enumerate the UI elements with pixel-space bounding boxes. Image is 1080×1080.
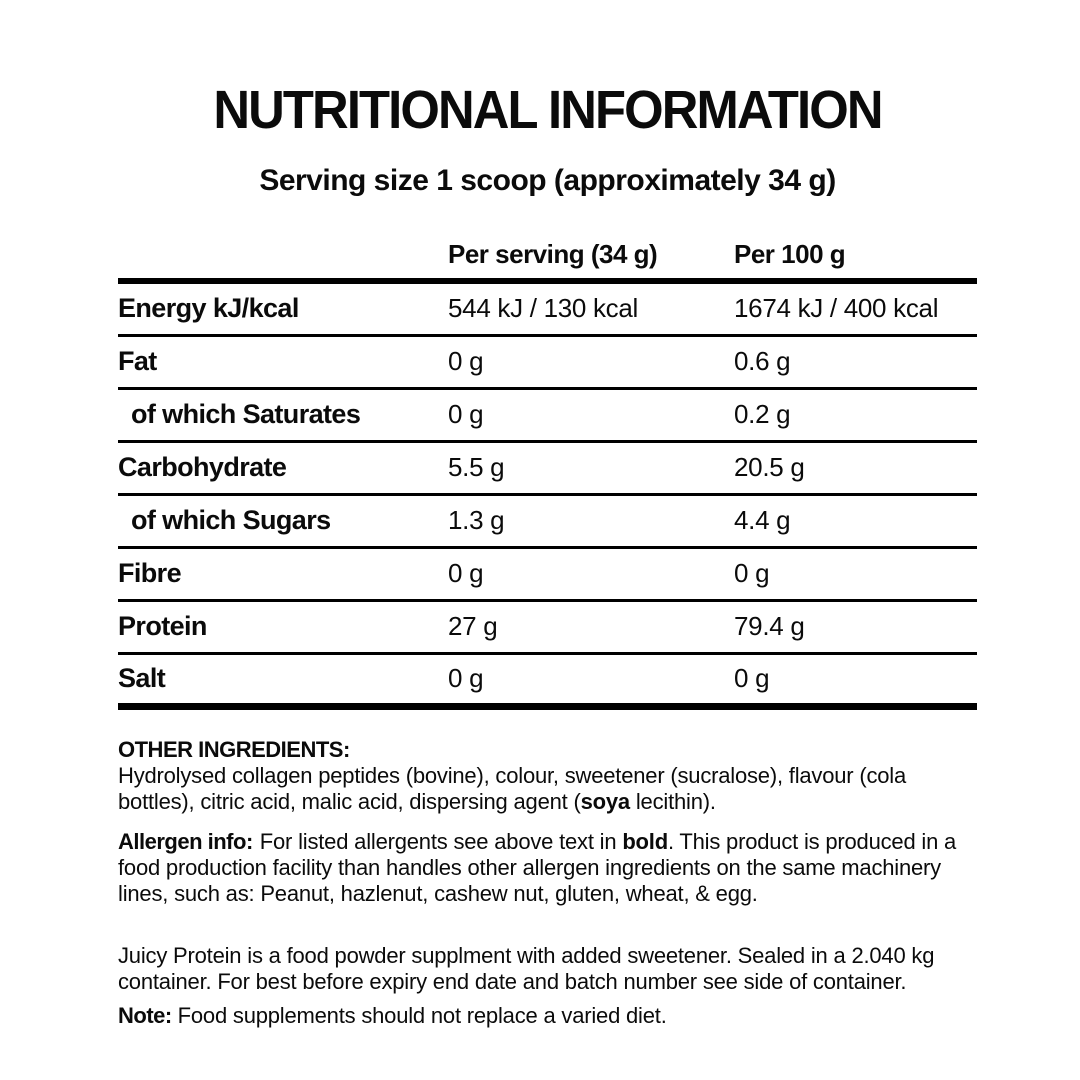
nutrient-label: Carbohydrate — [118, 452, 287, 483]
other-ingredients-heading: OTHER INGREDIENTS: — [118, 737, 977, 763]
per-serving-value: 0 g — [448, 558, 484, 589]
nutrient-label: of which Sugars — [131, 505, 331, 536]
table-header-row: Per serving (34 g) Per 100 g — [118, 224, 977, 284]
allergen-info-heading: Allergen info: — [118, 828, 253, 854]
ingredients-text-part2: lecithin). — [629, 788, 716, 814]
per-100g-value: 0.6 g — [734, 346, 791, 377]
serving-size-line: Serving size 1 scoop (approximately 34 g… — [259, 163, 836, 197]
nutrient-label: Salt — [118, 663, 166, 694]
per-100g-value: 4.4 g — [734, 505, 791, 536]
allergen-text-part1: For listed allergents see above text in — [259, 828, 623, 854]
per-serving-value: 0 g — [448, 399, 484, 430]
col-header-per-serving: Per serving (34 g) — [448, 238, 658, 269]
nutrient-label: of which Saturates — [131, 399, 361, 430]
allergen-bold-word: bold — [622, 828, 668, 854]
nutrient-label: Energy kJ/kcal — [118, 293, 299, 324]
table-row-protein: Protein 27 g 79.4 g — [118, 602, 977, 655]
table-row-sugars: of which Sugars 1.3 g 4.4 g — [118, 496, 977, 549]
note-body: Food supplements should not replace a va… — [171, 1002, 667, 1028]
nutrient-label: Fibre — [118, 558, 182, 589]
other-ingredients-text: Hydrolysed collagen peptides (bovine), c… — [118, 763, 977, 815]
table-row-salt: Salt 0 g 0 g — [118, 655, 977, 710]
note-text: Note: Food supplements should not replac… — [118, 1003, 977, 1029]
nutrient-label: Fat — [118, 346, 157, 377]
other-ingredients-heading-text: OTHER INGREDIENTS: — [118, 736, 350, 762]
table-row-saturates: of which Saturates 0 g 0.2 g — [118, 390, 977, 443]
table-row-energy: Energy kJ/kcal 544 kJ / 130 kcal 1674 kJ… — [118, 284, 977, 337]
per-100g-value: 1674 kJ / 400 kcal — [734, 293, 939, 324]
product-description: Juicy Protein is a food powder supplment… — [118, 942, 935, 994]
nutrient-label: Protein — [118, 611, 207, 642]
table-row-fibre: Fibre 0 g 0 g — [118, 549, 977, 602]
per-serving-value: 5.5 g — [448, 452, 505, 483]
table-row-fat: Fat 0 g 0.6 g — [118, 337, 977, 390]
per-100g-value: 20.5 g — [734, 452, 805, 483]
table-row-carbohydrate: Carbohydrate 5.5 g 20.5 g — [118, 443, 977, 496]
allergen-info-section: Allergen info: For listed allergents see … — [118, 829, 977, 907]
per-serving-value: 544 kJ / 130 kcal — [448, 293, 639, 324]
per-serving-value: 0 g — [448, 663, 484, 694]
per-serving-value: 0 g — [448, 346, 484, 377]
allergen-text-part2: . This product is produced in a food pro… — [118, 828, 957, 906]
allergen-info-text: Allergen info: For listed allergents see … — [118, 829, 977, 907]
page-title: NUTRITIONAL INFORMATION — [213, 80, 883, 140]
per-100g-value: 0 g — [734, 558, 770, 589]
per-100g-value: 0.2 g — [734, 399, 791, 430]
per-100g-value: 0 g — [734, 663, 770, 694]
ingredients-text-part1: Hydrolysed collagen peptides (bovine), c… — [118, 762, 907, 814]
note-section: Note: Food supplements should not replac… — [118, 1003, 977, 1029]
col-header-per-100g: Per 100 g — [734, 238, 846, 269]
nutrition-table: Per serving (34 g) Per 100 g Energy kJ/k… — [118, 224, 977, 710]
per-serving-value: 1.3 g — [448, 505, 505, 536]
ingredients-allergen-bold: soya — [580, 788, 631, 814]
per-serving-value: 27 g — [448, 611, 498, 642]
per-100g-value: 79.4 g — [734, 611, 805, 642]
product-description-section: Juicy Protein is a food powder supplment… — [118, 943, 977, 995]
note-label: Note: — [118, 1002, 172, 1028]
other-ingredients-section: OTHER INGREDIENTS: Hydrolysed collagen p… — [118, 737, 977, 815]
